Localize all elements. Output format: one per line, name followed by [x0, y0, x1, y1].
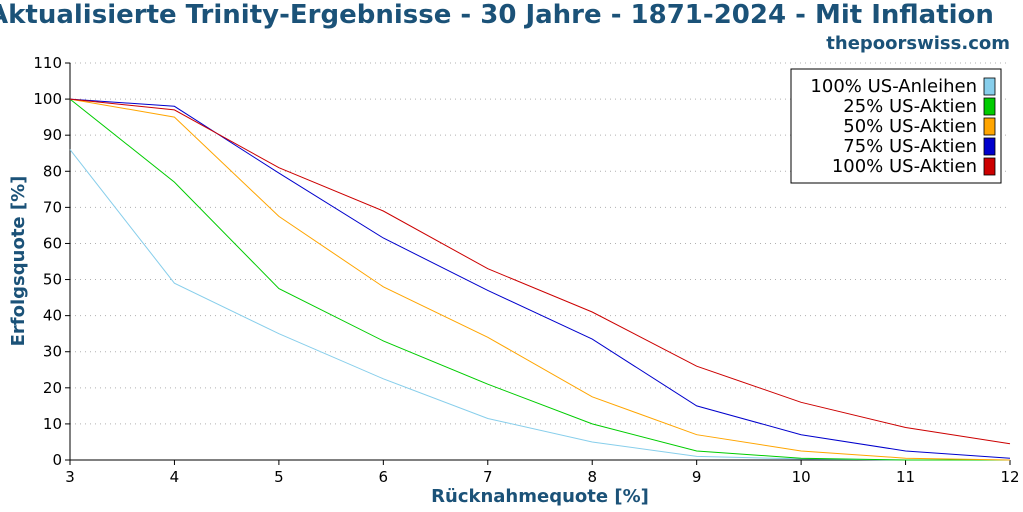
x-tick-label: 6	[379, 468, 389, 486]
y-tick-label: 10	[43, 415, 62, 433]
series-line-3	[69, 98, 1011, 461]
y-tick-label: 90	[43, 126, 62, 144]
legend-swatch	[983, 117, 996, 136]
x-tick-label: 5	[274, 468, 284, 486]
y-tick-label: 70	[43, 198, 62, 216]
legend-box	[790, 68, 1002, 184]
site-credit: thepoorswiss.com	[826, 33, 1010, 54]
x-axis-ticks: 3 4 5 6 7 8 9 10 11 12	[65, 460, 1020, 486]
y-tick-label: 110	[33, 54, 62, 72]
grid-lines	[70, 62, 1010, 425]
legend-label: 25% US-Aktien	[843, 96, 977, 117]
x-tick-label: 10	[792, 468, 811, 486]
y-tick-label: 50	[43, 271, 62, 289]
series-lines	[69, 98, 1011, 461]
legend-label: 50% US-Aktien	[843, 116, 977, 137]
series-line-5	[69, 98, 1011, 445]
legend-swatch	[983, 97, 996, 116]
x-axis-label: Rücknahmequote [%]	[431, 486, 649, 507]
x-tick-label: 12	[1000, 468, 1019, 486]
y-tick-label: 0	[52, 451, 62, 469]
x-tick-label: 3	[65, 468, 75, 486]
x-tick-label: 9	[692, 468, 702, 486]
y-tick-label: 30	[43, 343, 62, 361]
legend-label: 100% US-Aktien	[832, 156, 977, 177]
series-line-4	[69, 98, 1011, 459]
x-tick-label: 7	[483, 468, 493, 486]
y-tick-label: 80	[43, 162, 62, 180]
x-tick-label: 8	[587, 468, 597, 486]
legend-swatch	[983, 77, 996, 96]
chart-title: Aktualisierte Trinity-Ergebnisse - 30 Ja…	[0, 0, 994, 30]
x-tick-label: 11	[896, 468, 915, 486]
series-line-1	[69, 149, 1010, 461]
x-tick-label: 4	[170, 468, 180, 486]
y-tick-label: 60	[43, 234, 62, 252]
legend-swatch	[983, 137, 996, 156]
y-tick-label: 20	[43, 379, 62, 397]
y-tick-label: 40	[43, 307, 62, 325]
y-axis-ticks: 0 10 20 30 40 50 60 70 80 90 100 110	[33, 54, 70, 469]
legend-label: 100% US-Anleihen	[810, 76, 977, 97]
y-axis-label: Erfolgsquote [%]	[8, 176, 29, 347]
axes	[69, 63, 1010, 461]
series-line-2	[69, 98, 1010, 461]
y-tick-label: 100	[33, 90, 62, 108]
legend-label: 75% US-Aktien	[843, 136, 977, 157]
legend-swatch	[983, 157, 996, 176]
